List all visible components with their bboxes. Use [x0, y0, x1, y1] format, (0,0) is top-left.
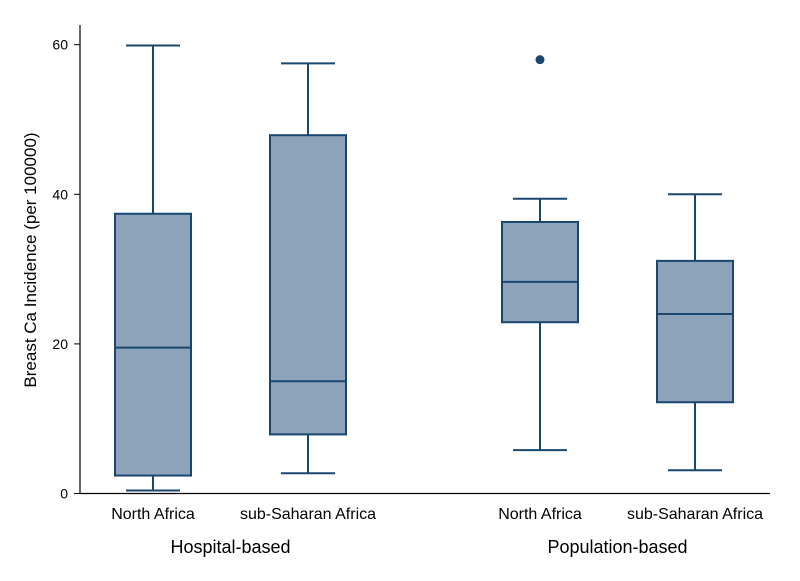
iqr-box [501, 220, 579, 324]
group-label: Hospital-based [170, 537, 290, 557]
x-category-label: North Africa [498, 506, 582, 523]
box-0 [114, 44, 192, 492]
iqr-box [656, 259, 734, 404]
iqr-box [269, 134, 347, 436]
box-3 [656, 193, 734, 472]
y-tick-label: 20 [52, 336, 68, 352]
box-2 [501, 55, 579, 452]
box-1 [269, 62, 347, 475]
group-label: Population-based [547, 537, 687, 557]
x-category-label: North Africa [111, 506, 195, 523]
y-tick-label: 60 [52, 37, 68, 53]
x-category-label: sub-Saharan Africa [240, 506, 376, 523]
iqr-box [114, 212, 192, 477]
outlier-point [535, 55, 545, 65]
x-category-label: sub-Saharan Africa [627, 506, 763, 523]
y-axis-label: Breast Ca Incidence (per 100000) [21, 132, 40, 387]
y-tick-label: 0 [60, 486, 68, 502]
y-tick-label: 40 [52, 186, 68, 202]
